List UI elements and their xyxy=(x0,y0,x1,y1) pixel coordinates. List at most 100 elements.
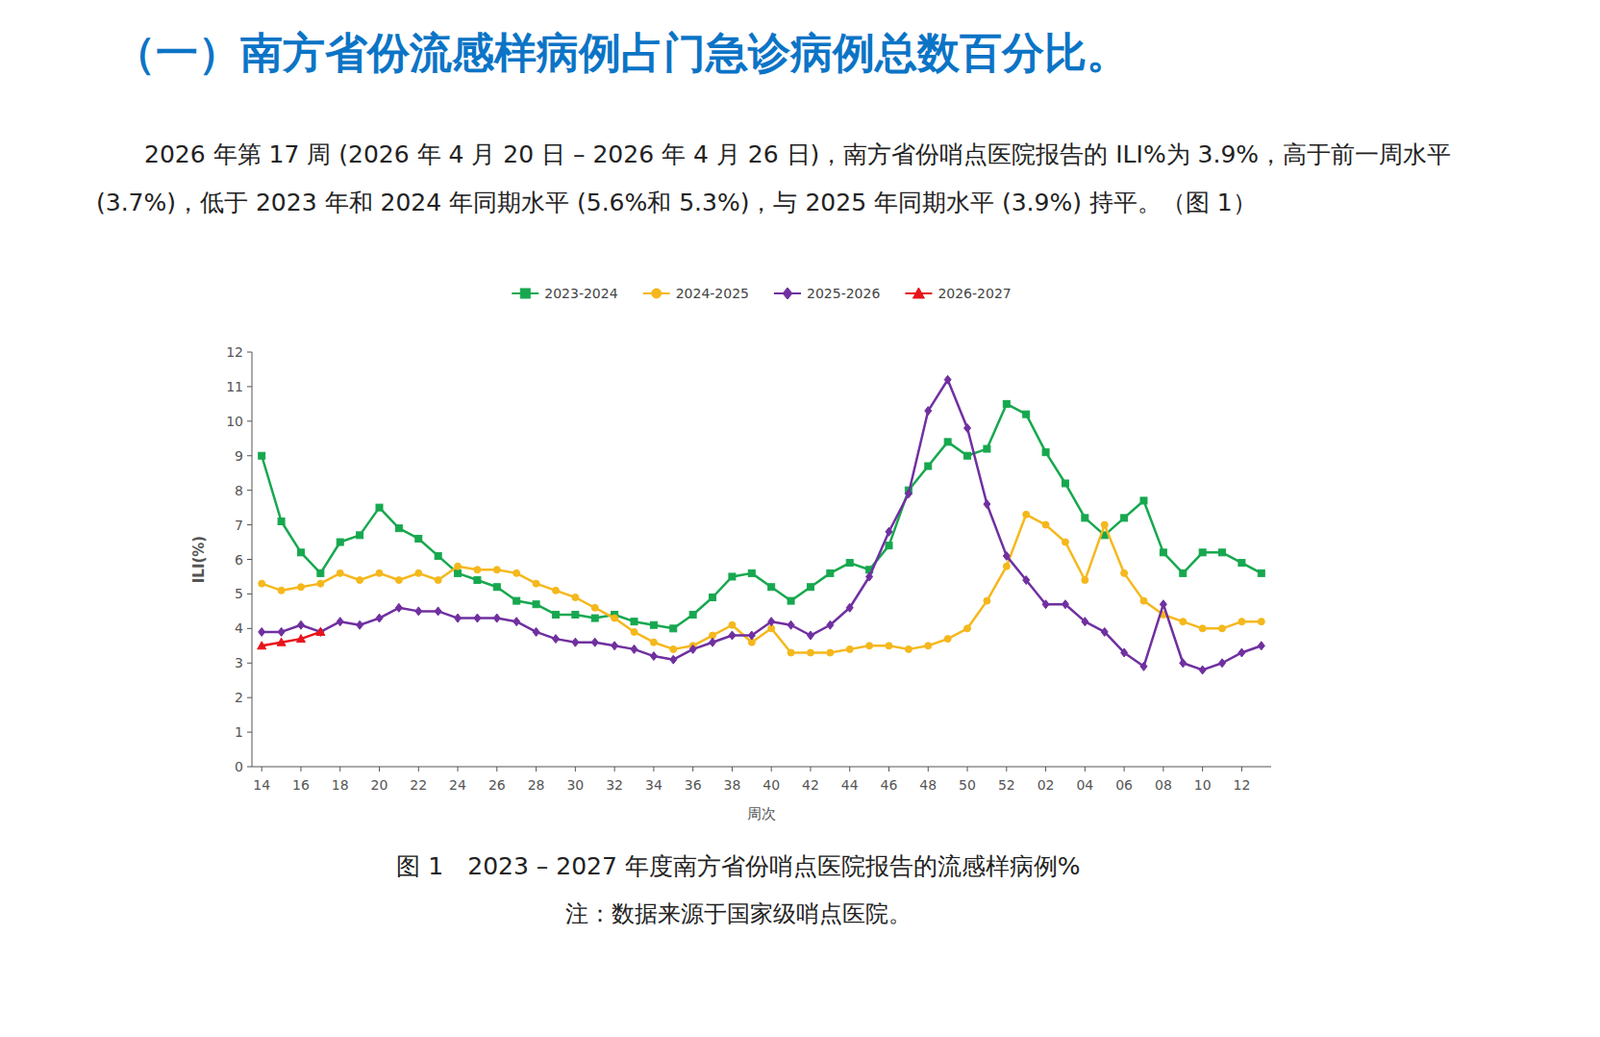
data-point xyxy=(415,534,423,542)
y-axis-title: ILI(%) xyxy=(190,535,208,583)
x-tick-label: 22 xyxy=(409,776,427,793)
data-point xyxy=(257,641,267,650)
data-point xyxy=(395,602,402,612)
x-tick xyxy=(457,766,459,772)
series-line xyxy=(261,514,1262,653)
x-tick-label: 20 xyxy=(371,776,389,793)
y-tick-label: 4 xyxy=(234,620,244,636)
data-point xyxy=(1238,618,1246,625)
data-point xyxy=(768,617,775,626)
data-point xyxy=(1159,600,1167,609)
x-tick xyxy=(339,766,341,772)
data-point xyxy=(1199,665,1206,675)
legend-label: 2025-2026 xyxy=(806,285,880,301)
data-point xyxy=(1121,514,1128,522)
x-tick-label: 26 xyxy=(488,776,506,793)
data-point xyxy=(885,542,893,550)
data-point xyxy=(513,597,521,604)
chart: 0123456789101112141618202224262830323436… xyxy=(0,269,1600,847)
data-point xyxy=(572,637,579,647)
x-tick-label: 52 xyxy=(998,776,1016,793)
data-point xyxy=(650,638,657,646)
y-tick-label: 7 xyxy=(234,517,244,533)
x-tick xyxy=(927,766,929,772)
data-point xyxy=(258,626,266,636)
data-point xyxy=(276,637,286,646)
data-point xyxy=(1121,648,1128,657)
data-point xyxy=(983,500,991,509)
data-point xyxy=(258,451,266,459)
data-point xyxy=(1081,514,1089,522)
data-point xyxy=(551,634,559,644)
data-point xyxy=(728,621,736,628)
x-tick-label: 40 xyxy=(762,776,780,793)
data-point xyxy=(474,613,481,623)
x-tick-label: 12 xyxy=(1233,776,1251,793)
data-point xyxy=(1238,648,1246,657)
data-point xyxy=(630,618,638,625)
data-point xyxy=(630,627,638,635)
data-point xyxy=(1023,510,1030,518)
data-point xyxy=(885,642,893,650)
x-tick xyxy=(731,766,733,772)
x-tick xyxy=(1005,766,1007,772)
x-tick xyxy=(261,766,263,772)
data-point xyxy=(493,583,500,591)
data-point xyxy=(395,576,402,584)
x-tick xyxy=(418,766,420,772)
data-point xyxy=(375,613,383,623)
data-point xyxy=(356,576,364,584)
x-tick-label: 08 xyxy=(1154,776,1173,793)
data-point xyxy=(1219,625,1226,632)
data-point xyxy=(826,620,834,629)
data-point xyxy=(1219,658,1226,668)
x-tick xyxy=(771,766,773,772)
data-point xyxy=(904,645,912,652)
data-point xyxy=(709,594,717,601)
data-point xyxy=(277,626,285,636)
data-point xyxy=(336,569,344,576)
data-point xyxy=(670,625,677,632)
data-point xyxy=(375,569,383,576)
data-point xyxy=(826,649,834,656)
data-point xyxy=(1002,400,1010,407)
data-point xyxy=(434,576,442,584)
data-point xyxy=(925,462,932,470)
caption: 图 1 2023 – 2027 年度南方省份哨点医院报告的流感样病例% xyxy=(0,850,1477,882)
data-point xyxy=(1159,549,1167,556)
data-point xyxy=(806,630,814,640)
data-point xyxy=(513,569,521,576)
legend-marker xyxy=(912,287,925,299)
x-tick-label: 16 xyxy=(292,776,310,793)
x-tick xyxy=(496,766,498,772)
x-tick-label: 18 xyxy=(331,776,350,793)
data-point xyxy=(1121,569,1128,576)
data-point xyxy=(532,600,540,608)
data-point xyxy=(591,637,599,647)
data-point xyxy=(336,538,344,546)
data-point xyxy=(904,489,912,499)
x-axis-title: 周次 xyxy=(747,804,776,823)
y-tick-label: 3 xyxy=(234,654,244,671)
y-tick-label: 9 xyxy=(234,448,244,464)
legend-item: 2025-2026 xyxy=(774,285,880,301)
data-point xyxy=(1042,521,1050,528)
data-point xyxy=(728,573,736,580)
data-point xyxy=(297,583,304,591)
data-point xyxy=(277,517,285,525)
data-point xyxy=(944,375,951,384)
data-point xyxy=(964,625,972,632)
y-tick xyxy=(247,524,252,525)
legend-label: 2026-2027 xyxy=(937,285,1011,301)
data-point xyxy=(1023,575,1030,585)
data-point xyxy=(1179,618,1187,625)
data-point xyxy=(316,626,325,635)
x-tick xyxy=(1045,766,1047,772)
y-tick xyxy=(247,454,252,456)
x-tick xyxy=(378,766,380,772)
data-point xyxy=(551,586,559,594)
data-point xyxy=(689,610,697,618)
data-point xyxy=(611,614,619,622)
x-tick-label: 02 xyxy=(1037,776,1055,793)
data-point xyxy=(866,572,874,581)
